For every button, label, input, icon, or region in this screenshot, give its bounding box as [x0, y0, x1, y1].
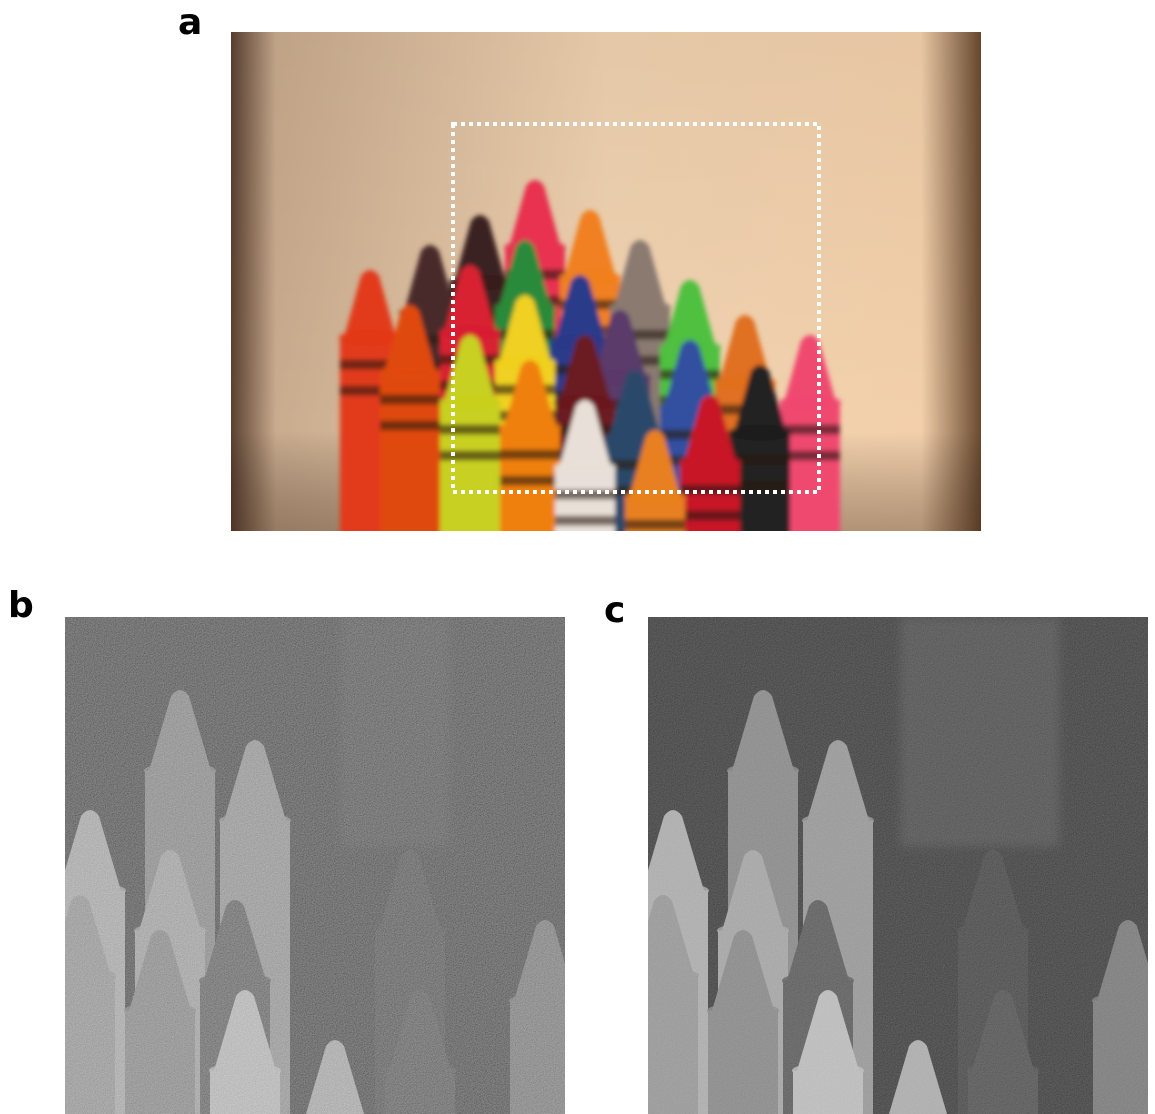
- crayon-band: [440, 451, 500, 461]
- crayon-body: [45, 976, 115, 1114]
- crayon-collar: [509, 993, 581, 1009]
- crayon-collar: [199, 973, 271, 989]
- crayon-collar: [627, 968, 699, 984]
- crayon-body: [680, 463, 740, 540]
- crayon-collar: [339, 330, 401, 346]
- crayon-collar: [499, 420, 561, 436]
- crayon-band: [500, 476, 560, 486]
- crayon-body: [440, 403, 500, 540]
- crayon-band: [555, 516, 615, 526]
- crayon-collar: [209, 1063, 281, 1079]
- crayon-collar: [124, 1003, 196, 1019]
- crayon-collar: [729, 425, 791, 441]
- crayon-collar: [637, 883, 709, 899]
- crayon-band: [440, 425, 500, 435]
- crayon-collar: [957, 923, 1029, 939]
- crayon-collar: [782, 973, 854, 989]
- crayon-collar: [802, 813, 874, 829]
- crayon-collar: [439, 395, 501, 411]
- crayon-collar: [679, 455, 741, 471]
- crayon-collar: [967, 1063, 1039, 1079]
- crayon-collar: [559, 270, 621, 286]
- panel-label: c: [604, 590, 625, 631]
- panel-label: a: [178, 2, 202, 43]
- crayon-collar: [374, 923, 446, 939]
- crayon-collar: [554, 460, 616, 476]
- photo-crayons: [231, 32, 981, 556]
- noisy-image: [44, 617, 581, 1114]
- panel-label: b: [8, 585, 34, 626]
- crayon-collar: [384, 1063, 456, 1079]
- crayon-band: [380, 395, 440, 405]
- crayon-body: [555, 468, 615, 540]
- crayon-collar: [379, 365, 441, 381]
- photo-gray-noisy: [44, 617, 581, 1114]
- crayon-collar: [792, 1063, 864, 1079]
- photo-gray-denoised: [627, 617, 1155, 1114]
- crayon-band: [625, 520, 685, 530]
- blur-glow: [340, 617, 450, 847]
- crayon-collar: [144, 763, 216, 779]
- page: a b c (() => { const data = JSON.parse(d…: [0, 0, 1155, 1114]
- blur-glow: [900, 617, 1060, 847]
- crayon-band: [500, 450, 560, 460]
- crayon-band: [680, 511, 740, 521]
- crayon-collar: [779, 395, 841, 411]
- crayon-collar: [134, 923, 206, 939]
- crayon-band: [380, 421, 440, 431]
- crayon-collar: [219, 813, 291, 829]
- crayon-body: [125, 1011, 195, 1114]
- crayon-collar: [44, 968, 116, 984]
- crayon-collar: [727, 763, 799, 779]
- crayon-collar: [717, 923, 789, 939]
- crayon-collar: [707, 1003, 779, 1019]
- denoised-image: [627, 617, 1155, 1114]
- crayon-body: [708, 1011, 778, 1114]
- crayon-band: [625, 546, 685, 556]
- crayon-collar: [54, 883, 126, 899]
- crayon-body: [628, 976, 698, 1114]
- figure: a b c: [0, 0, 1155, 1114]
- crayon-body: [1093, 1001, 1155, 1114]
- crayon-body: [510, 1001, 580, 1114]
